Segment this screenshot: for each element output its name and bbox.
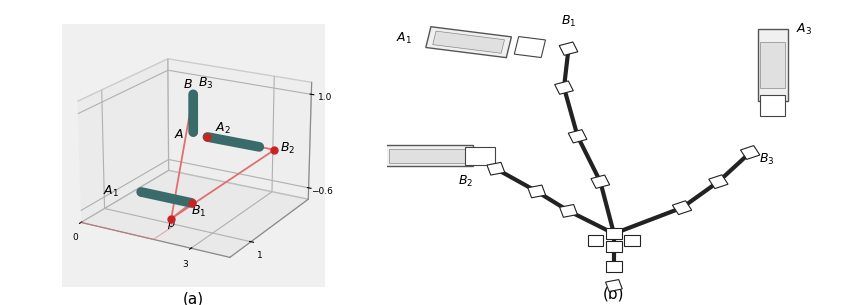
Text: $A_1$: $A_1$ — [396, 31, 412, 46]
Polygon shape — [555, 81, 574, 94]
Polygon shape — [741, 145, 759, 160]
Polygon shape — [383, 145, 473, 166]
Text: $B_2$: $B_2$ — [458, 174, 473, 189]
Polygon shape — [760, 95, 785, 116]
Polygon shape — [709, 175, 728, 188]
Polygon shape — [389, 149, 466, 163]
Polygon shape — [591, 175, 610, 188]
Polygon shape — [559, 42, 578, 55]
Polygon shape — [559, 205, 578, 217]
Polygon shape — [606, 260, 621, 271]
Polygon shape — [606, 241, 621, 252]
Polygon shape — [433, 31, 505, 53]
Polygon shape — [569, 130, 587, 143]
Polygon shape — [588, 235, 604, 246]
Polygon shape — [624, 235, 640, 246]
Text: $B_1$: $B_1$ — [561, 14, 576, 29]
Text: $A_2$: $A_2$ — [387, 155, 403, 170]
Polygon shape — [487, 162, 505, 175]
Polygon shape — [426, 27, 511, 58]
Text: $B_3$: $B_3$ — [759, 152, 775, 167]
Polygon shape — [758, 29, 788, 101]
Polygon shape — [528, 185, 546, 198]
Polygon shape — [760, 42, 785, 88]
Polygon shape — [673, 201, 691, 214]
Polygon shape — [515, 37, 546, 58]
Text: $A_3$: $A_3$ — [796, 22, 812, 37]
Polygon shape — [606, 280, 622, 292]
Polygon shape — [465, 147, 495, 165]
Text: (b): (b) — [603, 287, 625, 302]
Text: (a): (a) — [182, 292, 204, 305]
Polygon shape — [606, 228, 621, 239]
